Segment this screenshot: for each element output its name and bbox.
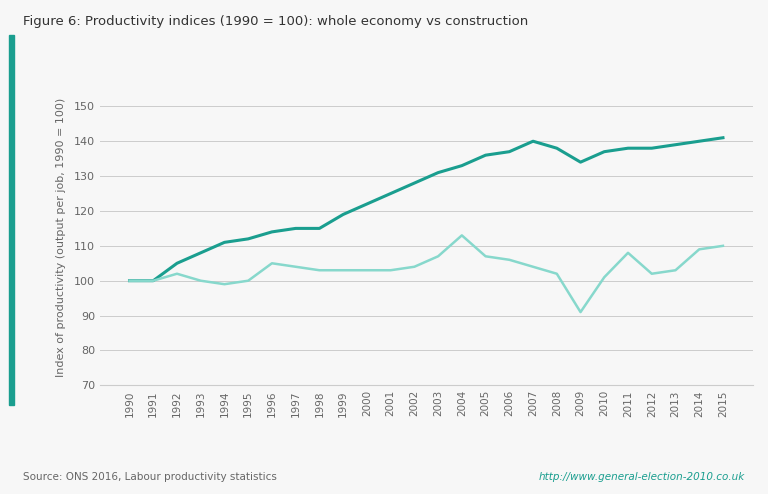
Text: Source: ONS 2016, Labour productivity statistics: Source: ONS 2016, Labour productivity st… bbox=[23, 472, 277, 482]
Text: http://www.general-election-2010.co.uk: http://www.general-election-2010.co.uk bbox=[538, 472, 745, 482]
Y-axis label: Index of productivity (output per job, 1990 = 100): Index of productivity (output per job, 1… bbox=[55, 97, 65, 377]
Text: Figure 6: Productivity indices (1990 = 100): whole economy vs construction: Figure 6: Productivity indices (1990 = 1… bbox=[23, 15, 528, 28]
